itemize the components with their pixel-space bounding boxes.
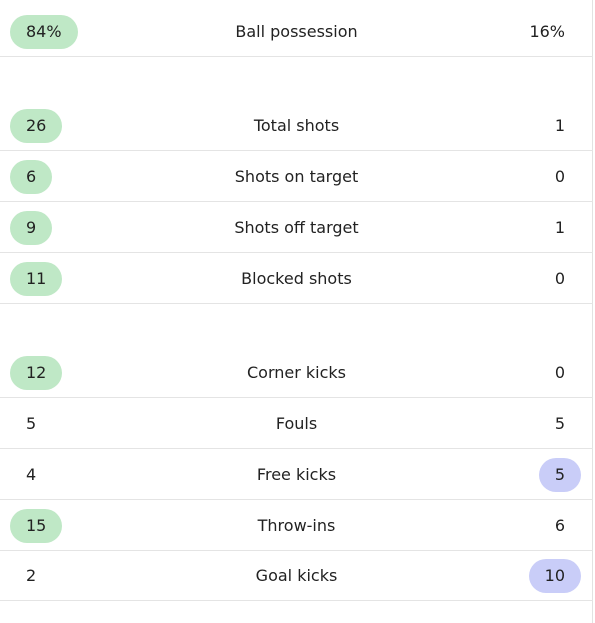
stat-row-corner-kicks: 12 Corner kicks 0: [0, 348, 593, 398]
stat-row-ball-possession: 84% Ball possession 16%: [0, 7, 593, 57]
home-value: 11: [10, 261, 63, 296]
away-value: 10: [528, 558, 581, 593]
stat-row-shots-off-target: 9 Shots off target 1: [0, 203, 593, 253]
stat-label: Fouls: [275, 413, 318, 433]
home-value: 6: [10, 159, 53, 194]
home-value: 5: [26, 413, 37, 433]
away-value: 1: [554, 217, 565, 237]
stat-row-total-shots: 26 Total shots 1: [0, 101, 593, 151]
home-value: 2: [26, 565, 37, 585]
stat-row-throw-ins: 15 Throw-ins 6: [0, 501, 593, 551]
away-value: 6: [554, 515, 565, 535]
away-value: 5: [538, 457, 581, 492]
stat-label: Blocked shots: [241, 268, 352, 288]
stat-label: Free kicks: [256, 464, 337, 484]
stat-label: Corner kicks: [246, 362, 346, 382]
stat-label: Total shots: [253, 115, 340, 135]
stat-label: Throw-ins: [257, 515, 336, 535]
stat-label: Shots on target: [234, 166, 359, 186]
stat-row-fouls: 5 Fouls 5: [0, 399, 593, 449]
stat-label: Shots off target: [234, 217, 359, 237]
away-value: 16%: [529, 21, 565, 41]
stat-row-goal-kicks: 2 Goal kicks 10: [0, 551, 593, 601]
away-value: 0: [554, 362, 565, 382]
home-value: 9: [10, 210, 53, 245]
stat-label: Goal kicks: [255, 565, 338, 585]
away-value: 5: [554, 413, 565, 433]
away-value: 1: [554, 115, 565, 135]
home-value: 12: [10, 355, 63, 390]
away-value: 0: [554, 268, 565, 288]
stat-row-free-kicks: 4 Free kicks 5: [0, 450, 593, 500]
home-value: 84%: [10, 14, 78, 49]
home-value: 26: [10, 108, 63, 143]
home-value: 4: [26, 464, 37, 484]
stat-row-shots-on-target: 6 Shots on target 0: [0, 152, 593, 202]
away-value: 0: [554, 166, 565, 186]
stat-row-blocked-shots: 11 Blocked shots 0: [0, 254, 593, 304]
stat-label: Ball possession: [235, 21, 358, 41]
home-value: 15: [10, 508, 63, 543]
